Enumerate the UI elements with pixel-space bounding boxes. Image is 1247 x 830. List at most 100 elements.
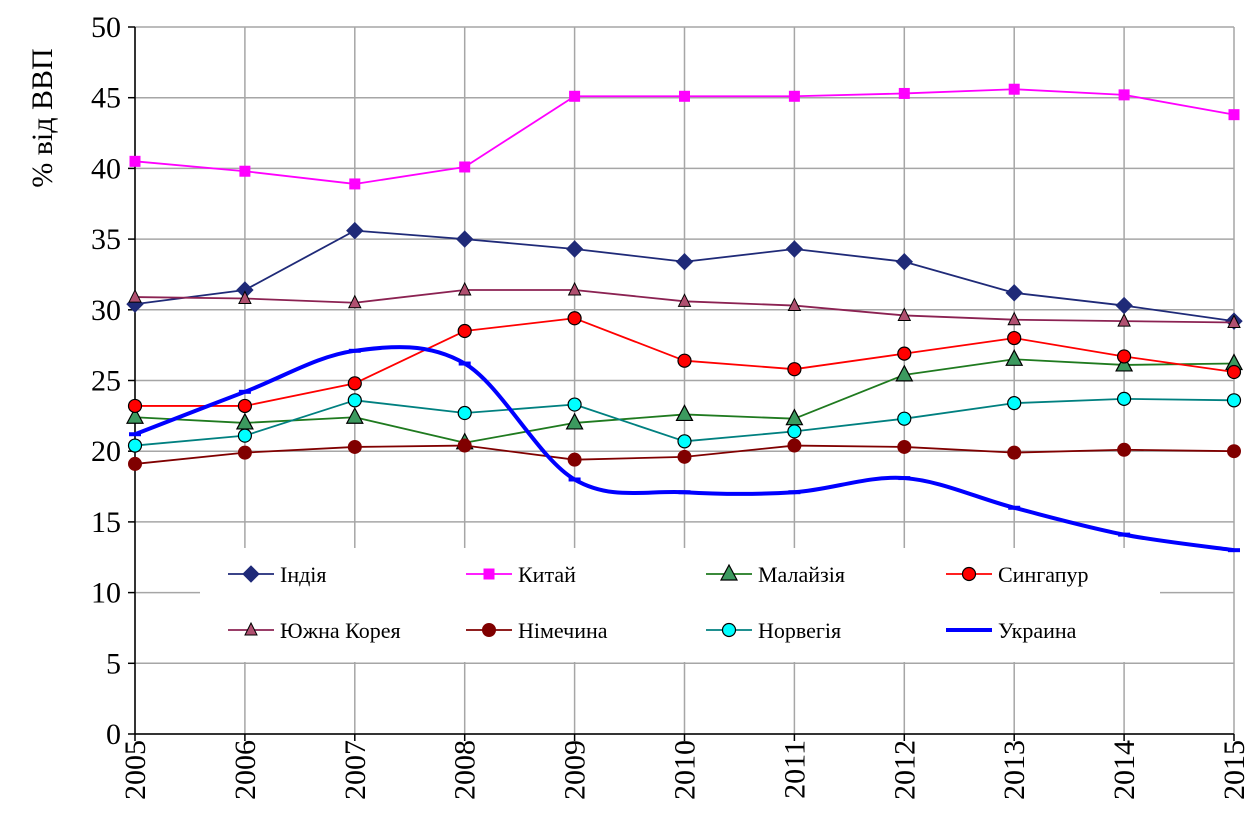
y-tick-label: 15	[91, 506, 121, 539]
y-tick-label: 25	[91, 365, 121, 398]
legend-label: Сингапур	[998, 562, 1089, 587]
series-Китай	[129, 83, 1240, 190]
marker-diamond	[346, 221, 364, 240]
marker-triangle	[126, 406, 144, 424]
marker-circle	[567, 397, 582, 412]
marker-triangle	[238, 290, 252, 304]
marker-diamond	[242, 565, 260, 583]
marker-circle	[1007, 445, 1022, 460]
marker-triangle	[1117, 312, 1131, 327]
marker-diamond	[895, 253, 914, 271]
series-Южна Корея	[128, 281, 1241, 329]
marker-circle	[128, 456, 142, 471]
marker-diamond	[785, 240, 804, 258]
y-tick-label: 40	[91, 152, 121, 185]
x-tick-label: 2006	[229, 740, 262, 800]
marker-square	[679, 90, 690, 102]
y-tick-label: 5	[106, 647, 121, 680]
axes	[128, 26, 1235, 741]
marker-circle	[1116, 391, 1132, 406]
marker-triangle	[128, 288, 142, 303]
legend-item: Норвегія	[706, 618, 841, 643]
marker-circle	[721, 622, 737, 638]
y-tick-label: 20	[91, 435, 121, 468]
marker-circle	[347, 439, 362, 454]
y-tick-label: 50	[91, 11, 121, 44]
legend-item: Індія	[228, 562, 327, 587]
x-tick-label: 2012	[888, 740, 921, 800]
marker-circle	[347, 376, 362, 391]
marker-triangle	[675, 404, 694, 422]
series-Німечина	[128, 438, 1241, 471]
legend-item: Южна Корея	[228, 618, 401, 643]
x-tick-label: 2011	[778, 740, 811, 799]
marker-circle	[457, 405, 472, 421]
legend-item: Украина	[946, 618, 1077, 643]
legend: Індія Китай Малайзія Сингапур Южна Корея Німе…	[200, 548, 1160, 662]
marker-triangle	[567, 281, 582, 296]
marker-circle	[897, 346, 912, 361]
x-tick-labels: 2005 2006 2007 2008 2009 2010 2011 2012 2013 2014…	[119, 740, 1247, 800]
x-tick-label: 2015	[1218, 740, 1247, 800]
legend-label: Украина	[998, 618, 1077, 643]
marker-circle	[1226, 393, 1242, 408]
legend-item: Китай	[466, 562, 576, 587]
marker-circle	[897, 439, 912, 454]
x-tick-label: 2013	[998, 740, 1031, 800]
marker-circle	[961, 566, 977, 582]
marker-circle	[237, 398, 252, 414]
marker-diamond	[1005, 284, 1023, 302]
marker-circle	[1007, 330, 1022, 346]
marker-square	[1118, 89, 1130, 101]
y-tick-label: 30	[91, 294, 121, 327]
legend-item: Сингапур	[946, 562, 1089, 587]
series-Украина	[129, 345, 1240, 553]
marker-circle	[347, 393, 362, 408]
marker-circle	[127, 398, 143, 414]
marker-triangle	[897, 307, 912, 321]
marker-triangle	[677, 293, 692, 307]
marker-triangle	[457, 281, 472, 296]
marker-square	[459, 161, 471, 173]
series-Сингапур	[127, 311, 1242, 414]
marker-circle	[1007, 396, 1022, 411]
legend-label: Малайзія	[758, 562, 845, 587]
marker-square	[349, 178, 361, 190]
marker-square	[1228, 109, 1240, 121]
marker-triangle	[787, 297, 802, 312]
x-tick-label: 2007	[339, 740, 372, 800]
x-tick-label: 2005	[119, 740, 152, 800]
marker-square	[239, 165, 251, 177]
y-tick-label: 10	[91, 577, 121, 610]
x-tick-label: 2014	[1108, 740, 1141, 800]
marker-circle	[1226, 364, 1242, 380]
marker-circle	[1117, 442, 1132, 457]
marker-triangle	[565, 412, 584, 430]
y-tick-label: 45	[91, 82, 121, 115]
marker-triangle	[1227, 314, 1241, 329]
legend-item: Малайзія	[706, 562, 845, 587]
marker-circle	[457, 438, 472, 453]
marker-circle	[677, 434, 692, 449]
y-tick-labels: 0 5 10 15 20 25 30 35 40 45 50	[91, 11, 121, 751]
marker-circle	[677, 353, 692, 368]
series-layer	[126, 83, 1243, 553]
marker-circle	[897, 411, 912, 426]
marker-circle	[567, 452, 582, 467]
marker-diamond	[455, 230, 474, 248]
marker-circle	[787, 424, 802, 439]
marker-triangle	[244, 621, 258, 636]
y-axis-title: % від ВВП	[26, 48, 59, 187]
marker-circle	[482, 623, 496, 637]
marker-circle	[567, 311, 582, 326]
marker-triangle	[235, 412, 254, 430]
marker-square	[129, 155, 141, 167]
series-Норвегія	[127, 391, 1242, 453]
legend-label: Южна Корея	[280, 618, 401, 643]
marker-triangle	[347, 294, 362, 309]
marker-diamond	[565, 240, 584, 258]
marker-diamond	[1115, 296, 1133, 315]
marker-circle	[127, 438, 143, 453]
marker-square	[788, 90, 800, 102]
